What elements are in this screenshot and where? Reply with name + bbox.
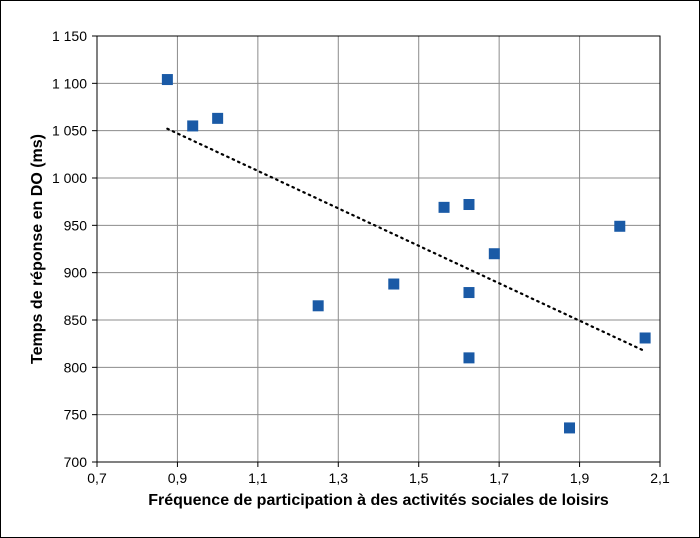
data-point	[187, 120, 199, 132]
y-tick-label: 750	[64, 407, 88, 423]
data-point	[564, 422, 576, 434]
x-axis-title: Fréquence de participation à des activit…	[148, 492, 609, 509]
x-tick-label: 0,9	[168, 470, 188, 486]
x-tick-label: 1,1	[248, 470, 268, 486]
x-tick-label: 1,5	[409, 470, 429, 486]
y-axis-ticks: 700 750 800 850 900 950 1 000 1 050 1 100 1 150	[52, 28, 97, 470]
y-tick-label: 1 150	[52, 28, 87, 44]
data-point	[438, 201, 450, 213]
x-axis-ticks: 0,7 0,9 1,1 1,3 1,5 1,7 1,9 2,1	[87, 462, 670, 486]
data-point	[161, 74, 173, 86]
plot-area	[96, 35, 661, 463]
data-point	[463, 199, 475, 211]
data-point	[614, 220, 626, 232]
y-tick-label: 1 000	[52, 170, 87, 186]
y-tick-label: 1 100	[52, 75, 87, 91]
y-tick-label: 900	[64, 265, 88, 281]
data-points	[161, 74, 651, 434]
x-tick-label: 1,3	[329, 470, 349, 486]
y-tick-label: 800	[64, 359, 88, 375]
y-axis-title: Temps de réponse en DO (ms)	[29, 134, 46, 364]
trendline	[166, 127, 647, 353]
x-tick-label: 1,7	[489, 470, 509, 486]
data-point	[312, 300, 324, 312]
y-tick-label: 700	[64, 454, 88, 470]
grid	[97, 36, 660, 462]
data-point	[488, 248, 500, 260]
x-tick-label: 0,7	[87, 470, 107, 486]
x-tick-label: 2,1	[650, 470, 670, 486]
data-point	[388, 278, 400, 290]
y-tick-label: 1 050	[52, 123, 87, 139]
data-point	[212, 112, 224, 124]
data-point	[639, 332, 651, 344]
x-tick-label: 1,9	[570, 470, 590, 486]
y-tick-label: 850	[64, 312, 88, 328]
y-tick-label: 950	[64, 217, 88, 233]
data-point	[463, 287, 475, 299]
data-point	[463, 352, 475, 364]
